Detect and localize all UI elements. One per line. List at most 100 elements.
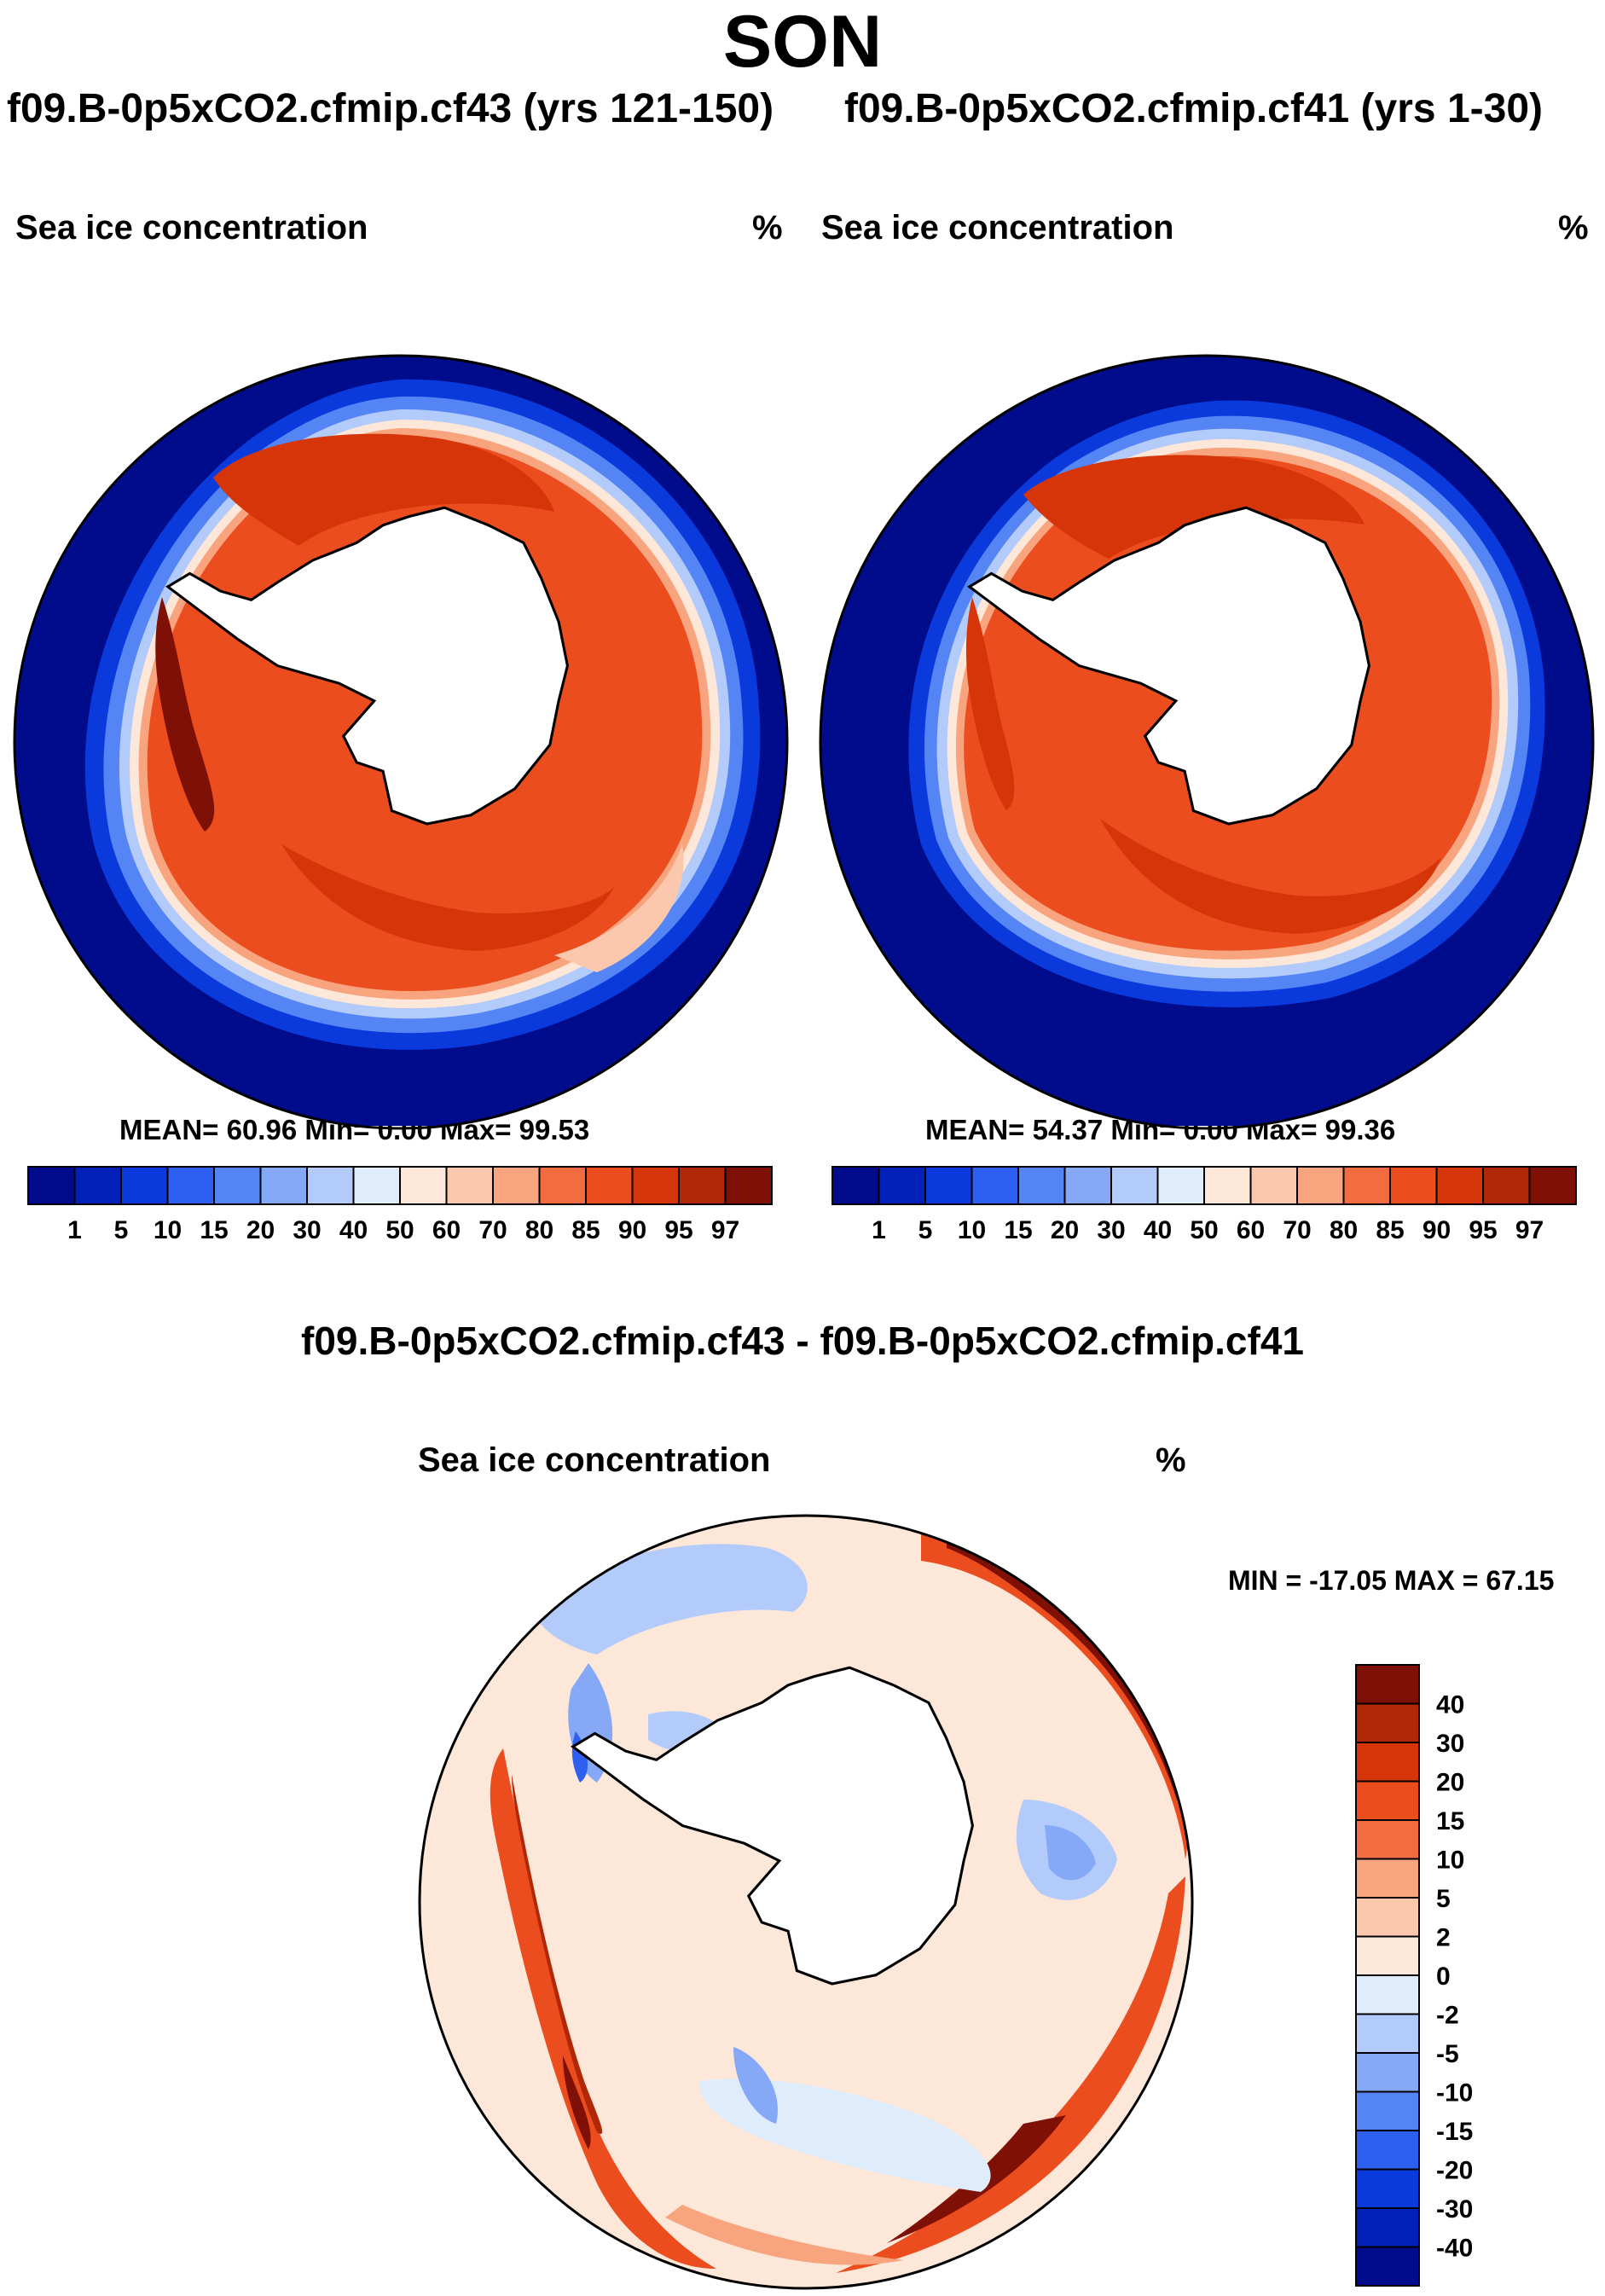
difference-polar-map	[418, 1514, 1194, 2290]
panel2-colorbar-swatch	[1389, 1166, 1438, 1205]
panel1-colorbar-swatch	[352, 1166, 401, 1205]
panel2-colorbar-tick-label: 97	[1515, 1216, 1544, 1244]
difference-colorbar-tick-label: 0	[1436, 1963, 1451, 1991]
panel1-colorbar-tick-label: 85	[571, 1216, 600, 1244]
difference-colorbar-tick-label: -30	[1436, 2195, 1473, 2224]
panel2-units-label: %	[1558, 209, 1589, 246]
panel1-colorbar-swatch	[678, 1166, 727, 1205]
panel2-colorbar-swatch	[1528, 1166, 1577, 1205]
difference-colorbar-tick-label: -10	[1436, 2079, 1473, 2108]
difference-colorbar-tick-label: 40	[1436, 1691, 1464, 1719]
difference-colorbar-swatch	[1355, 1664, 1420, 1705]
difference-variable-label: Sea ice concentration	[418, 1441, 771, 1479]
difference-colorbar-swatch	[1355, 2090, 1420, 2131]
difference-colorbar-swatch	[1355, 2168, 1420, 2209]
difference-colorbar-swatch	[1355, 1780, 1420, 1821]
panel2-colorbar-tick-label: 90	[1422, 1216, 1451, 1244]
difference-colorbar-swatch	[1355, 2207, 1420, 2248]
difference-colorbar-swatch	[1355, 1897, 1420, 1938]
panel2-colorbar-swatch	[924, 1166, 973, 1205]
panel2-colorbar-swatch	[1249, 1166, 1298, 1205]
panel2-colorbar-swatch	[1063, 1166, 1112, 1205]
panel1-colorbar-swatch	[445, 1166, 494, 1205]
difference-colorbar-tick-label: 15	[1436, 1807, 1464, 1835]
panel1-colorbar-tick-label: 20	[246, 1216, 275, 1244]
panel2-colorbar-tick-label: 50	[1190, 1216, 1218, 1244]
panel1-colorbar-swatch	[538, 1166, 587, 1205]
difference-colorbar-swatch	[1355, 2246, 1420, 2287]
panel1-colorbar-swatch	[166, 1166, 215, 1205]
panel2-variable-label: Sea ice concentration	[821, 209, 1174, 246]
difference-colorbar-tick-label: -20	[1436, 2157, 1473, 2185]
panel2-colorbar-swatch	[878, 1166, 926, 1205]
panel1-colorbar-swatch	[631, 1166, 680, 1205]
panel1-colorbar-swatch	[259, 1166, 308, 1205]
panel2-run-title: f09.B-0p5xCO2.cfmip.cf41 (yrs 1-30)	[844, 86, 1543, 131]
panel2-colorbar-swatch	[1482, 1166, 1531, 1205]
panel1-colorbar-swatch	[73, 1166, 122, 1205]
panel2-colorbar-swatch	[1296, 1166, 1345, 1205]
panel1-colorbar-swatch	[399, 1166, 448, 1205]
difference-colorbar-swatch	[1355, 1974, 1420, 2015]
panel1-colorbar-tick-label: 10	[154, 1216, 182, 1244]
difference-colorbar-tick-label: 20	[1436, 1769, 1464, 1797]
panel1-colorbar-tick-label: 97	[711, 1216, 739, 1244]
panel2-colorbar-swatch	[1203, 1166, 1252, 1205]
difference-colorbar-swatch	[1355, 1742, 1420, 1783]
panel1-colorbar-tick-label: 70	[478, 1216, 507, 1244]
panel2-colorbar-swatch	[1435, 1166, 1484, 1205]
panel1-colorbar-swatch	[492, 1166, 541, 1205]
panel1-colorbar-swatch	[724, 1166, 773, 1205]
panel1-colorbar-tick-label: 95	[664, 1216, 692, 1244]
panel2-colorbar-tick-label: 15	[1004, 1216, 1032, 1244]
panel2-colorbar-tick-label: 95	[1469, 1216, 1497, 1244]
difference-minmax: MIN = -17.05 MAX = 67.15	[1228, 1565, 1555, 1596]
panel1-colorbar-swatch	[27, 1166, 76, 1205]
panel2-colorbar-tick-label: 1	[872, 1216, 886, 1244]
panel1-colorbar-tick-label: 5	[114, 1216, 129, 1244]
difference-colorbar-swatch	[1355, 1702, 1420, 1743]
difference-colorbar-tick-label: 5	[1436, 1885, 1451, 1913]
difference-units-label: %	[1156, 1441, 1186, 1479]
panel1-colorbar-tick-label: 15	[200, 1216, 228, 1244]
difference-colorbar-tick-label: 30	[1436, 1730, 1464, 1758]
panel2-colorbar: 1 5 10 15 20 30 40 50 60 70 80 85 90 95 97	[831, 1166, 1577, 1244]
panel2-colorbar-swatch	[1156, 1166, 1205, 1205]
panel1-colorbar-tick-label: 60	[432, 1216, 461, 1244]
difference-colorbar-tick-label: 2	[1436, 1924, 1451, 1952]
panel2-colorbar-swatch	[1342, 1166, 1391, 1205]
panel1-colorbar-swatch	[306, 1166, 355, 1205]
panel1-colorbar-tick-label: 50	[385, 1216, 414, 1244]
panel1-colorbar-tick-label: 90	[618, 1216, 646, 1244]
panel1-colorbar: 1 5 10 15 20 30 40 50 60 70 80 85 90 95 97	[27, 1166, 773, 1244]
panel2-colorbar-tick-label: 85	[1376, 1216, 1404, 1244]
difference-colorbar-swatch	[1355, 1935, 1420, 1976]
season-title: SON	[722, 1, 883, 83]
difference-colorbar-swatch	[1355, 2052, 1420, 2093]
difference-colorbar-tick-label: -15	[1436, 2118, 1473, 2146]
panel1-colorbar-swatch	[213, 1166, 262, 1205]
panel2-colorbar-tick-label: 70	[1283, 1216, 1311, 1244]
panel2-colorbar-swatch	[971, 1166, 1019, 1205]
difference-colorbar-tick-label: 10	[1436, 1847, 1464, 1875]
difference-colorbar-swatch	[1355, 1858, 1420, 1899]
panel1-colorbar-swatch	[120, 1166, 169, 1205]
panel1-variable-label: Sea ice concentration	[15, 209, 368, 246]
panel1-units-label: %	[752, 209, 783, 246]
difference-colorbar-swatch	[1355, 2013, 1420, 2054]
panel1-colorbar-tick-label: 40	[339, 1216, 368, 1244]
panel1-colorbar-tick-label: 80	[525, 1216, 553, 1244]
panel2-colorbar-swatch	[831, 1166, 880, 1205]
difference-colorbar-tick-label: -40	[1436, 2235, 1473, 2263]
panel2-colorbar-swatch	[1017, 1166, 1066, 1205]
panel1-polar-map	[13, 354, 789, 1130]
panel1-colorbar-tick-label: 1	[67, 1216, 82, 1244]
panel2-colorbar-swatch	[1110, 1166, 1159, 1205]
panel2-colorbar-tick-label: 30	[1097, 1216, 1125, 1244]
difference-colorbar-tick-label: -2	[1436, 2002, 1459, 2030]
difference-colorbar-swatch	[1355, 2130, 1420, 2171]
panel2-colorbar-tick-label: 20	[1051, 1216, 1079, 1244]
difference-colorbar-tick-label: -5	[1436, 2040, 1459, 2068]
